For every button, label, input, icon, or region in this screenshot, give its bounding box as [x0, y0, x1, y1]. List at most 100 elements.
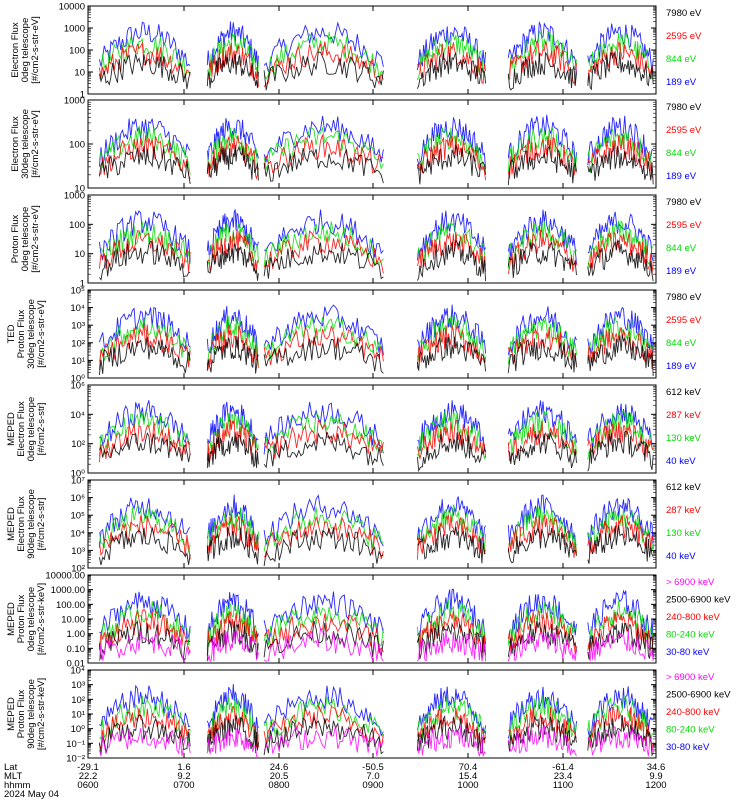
y-tick-label: 0.01 — [67, 659, 86, 670]
legend-entry: 130 keV — [666, 528, 702, 539]
y-tick-label: 10 — [74, 184, 85, 195]
legend-entry: > 6900 keV — [666, 577, 715, 588]
y-tick-label: 1000.00 — [51, 585, 85, 596]
series-green-trace — [98, 315, 654, 365]
series-blue-trace — [98, 114, 654, 170]
y-axis-title: Electron Flux — [10, 22, 21, 78]
y-tick-label: 10 — [74, 249, 85, 260]
legend-entry: 7980 eV — [666, 292, 702, 303]
y-axis-title: MEPED — [6, 412, 17, 446]
y-tick-label: 10¹ — [71, 710, 85, 721]
y-tick-label: 100 — [69, 140, 85, 151]
legend-entry: 80-240 keV — [666, 725, 715, 736]
legend-entry: 7980 eV — [666, 102, 702, 113]
series-red-trace — [98, 419, 654, 464]
y-axis-title: [#/cm2-s-str-eV] — [30, 110, 41, 178]
y-axis-title: Proton Flux — [10, 214, 21, 263]
panel-2: 10 100 1000 Electron Flux 30deg telescope [#/… — [10, 96, 702, 195]
y-axis-title: Proton Flux — [16, 594, 27, 643]
series-green-trace — [99, 695, 654, 746]
legend-entry: 130 keV — [666, 433, 702, 444]
series-blue-trace — [98, 20, 654, 74]
y-axis-title: [#/cm2-s-str-keV] — [36, 583, 47, 655]
legend-entry: 844 eV — [666, 243, 697, 254]
panel-frame — [87, 384, 657, 474]
panel-frame — [87, 289, 657, 379]
x-tick-label: 24.6 — [270, 762, 289, 773]
legend-entry: 844 eV — [666, 338, 697, 349]
y-axis-title: MEPED — [6, 697, 17, 731]
y-tick-label: 10² — [71, 695, 85, 706]
legend-entry: 2500-6900 keV — [666, 595, 731, 606]
legend-entry: 80-240 keV — [666, 630, 715, 641]
y-tick-label: 1 — [80, 90, 85, 101]
legend-entry: > 6900 keV — [666, 672, 715, 683]
y-tick-label: 0.10 — [67, 644, 86, 655]
y-tick-label: 10000.00 — [45, 571, 85, 582]
y-tick-label: 1 — [80, 279, 85, 290]
y-tick-label: 10⁴ — [70, 528, 85, 539]
y-axis-title: TED — [6, 324, 17, 343]
y-axis-title: Proton Flux — [16, 309, 27, 358]
y-tick-label: 10⁴ — [70, 303, 85, 314]
x-tick-label: 0700 — [173, 780, 194, 791]
y-tick-label: 10⁰ — [71, 374, 86, 385]
series-magenta-trace — [98, 724, 654, 757]
legend-entry: 2595 eV — [666, 125, 702, 136]
x-tick-label: 70.4 — [459, 762, 478, 773]
y-tick-label: 1000 — [64, 191, 85, 202]
y-tick-label: 10³ — [71, 680, 85, 691]
series-red-trace — [98, 229, 654, 275]
panel-frame — [87, 479, 657, 569]
x-tick-label: 1.6 — [177, 762, 190, 773]
series-red-trace — [99, 134, 654, 181]
panel-3: 1 10 100 1000 Proton Flux 0deg telescope [#/cm… — [10, 191, 702, 290]
y-tick-label: 10³ — [71, 546, 85, 557]
y-axis-title: 90deg telescope — [26, 679, 37, 749]
series-red-trace — [98, 704, 654, 750]
y-tick-label: 10⁰ — [71, 724, 86, 735]
y-axis-title: [#/cm2-s-str] — [36, 403, 47, 456]
legend-entry: 40 keV — [666, 551, 696, 562]
legend-entry: 287 keV — [666, 505, 702, 516]
y-axis-title: 0deg telescope — [26, 397, 37, 461]
y-tick-label: 10³ — [71, 321, 85, 332]
x-tick-label: 9.9 — [649, 771, 662, 782]
legend-entry: 612 keV — [666, 387, 702, 398]
x-tick-label: -61.4 — [552, 762, 574, 773]
legend-entry: 189 eV — [666, 361, 697, 372]
y-tick-label: 100 — [69, 46, 85, 57]
y-tick-label: 10² — [71, 338, 85, 349]
y-axis-title: 0deg telescope — [26, 587, 37, 651]
panel-6: 10² 10³ 10⁴ 10⁵ 10⁶ 10⁷ MEPED Electron Flux 90de… — [6, 476, 702, 575]
y-tick-label: 1000 — [64, 96, 85, 107]
y-axis-title: 90deg telescope — [26, 489, 37, 559]
y-axis-title: 30deg telescope — [20, 109, 31, 179]
x-tick-label: 0600 — [77, 780, 98, 791]
y-tick-label: 100 — [69, 220, 85, 231]
panel-frame — [87, 194, 657, 284]
y-axis-title: [#/cm2-s-str-keV] — [36, 678, 47, 750]
y-axis-title: Electron Flux — [16, 401, 27, 457]
series-black-trace — [98, 334, 654, 377]
series-black-trace — [98, 714, 654, 757]
series-blue-trace — [99, 684, 654, 739]
y-axis-title: Proton Flux — [16, 689, 27, 738]
series-blue-trace — [98, 209, 654, 265]
y-tick-label: 100.00 — [56, 600, 85, 611]
y-axis-title: 0deg telescope — [20, 18, 31, 82]
x-tick-label: -50.5 — [362, 762, 384, 773]
date-label: 2024 May 04 — [4, 789, 59, 800]
y-tick-label: 1000 — [64, 24, 85, 35]
legend-entry: 189 eV — [666, 266, 697, 277]
x-axis-labels: Lat -29.1 1.6 24.6 -50.5 70.4 -61.4 34.6 MLT 22.2… — [4, 762, 667, 800]
panel-8: 10⁻² 10⁻¹ 10⁰ 10¹ 10² 10³ 10⁴ MEPED Proton Flux 9… — [6, 666, 731, 765]
x-tick-label: -29.1 — [77, 762, 99, 773]
legend-entry: 2595 eV — [666, 220, 702, 231]
x-tick-label: 0800 — [268, 780, 289, 791]
legend-entry: 240-800 keV — [666, 707, 721, 718]
legend-entry: 30-80 keV — [666, 647, 710, 658]
series-blue-trace — [98, 304, 654, 357]
legend-entry: 844 eV — [666, 54, 697, 65]
